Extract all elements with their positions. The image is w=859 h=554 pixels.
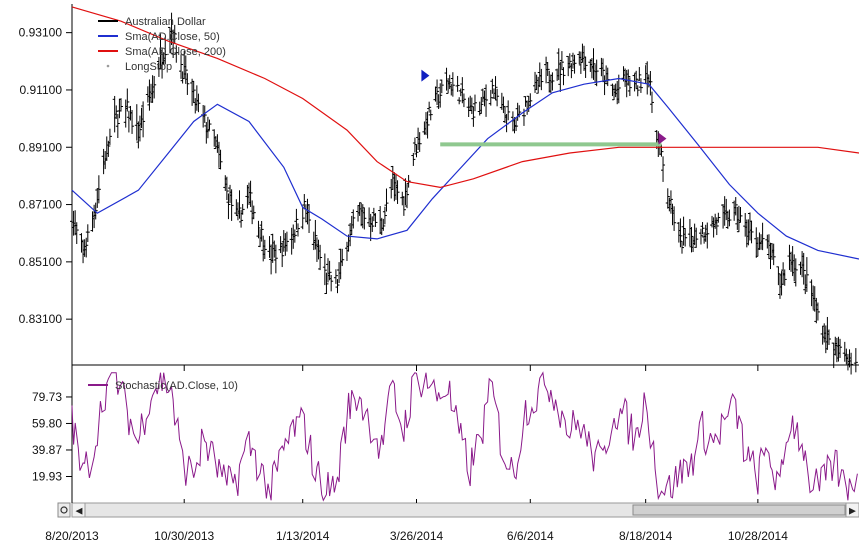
scrollbar-thumb[interactable] xyxy=(632,504,846,516)
x-tick-label: 10/30/2013 xyxy=(154,529,214,543)
price-y-tick-label: 0.89100 xyxy=(19,140,63,154)
legend-label: LongStop xyxy=(125,61,172,73)
scrollbar-right-button[interactable] xyxy=(845,502,859,518)
legend-label: Sma(AD.Close, 50) xyxy=(125,31,220,43)
reset-view-button[interactable] xyxy=(57,502,71,518)
x-tick-label: 10/28/2014 xyxy=(728,529,788,543)
price-legend: Australian Dollar Sma(AD.Close, 50) Sma(AD… xyxy=(98,16,226,73)
stoch-y-ticks: 19.93 39.87 59.80 79.73 xyxy=(32,390,72,483)
legend-label: Australian Dollar xyxy=(125,16,206,28)
price-y-tick-label: 0.83100 xyxy=(19,312,63,326)
stoch-y-tick-label: 39.87 xyxy=(32,443,62,457)
price-y-tick-label: 0.93100 xyxy=(19,26,63,40)
x-tick-label: 8/20/2013 xyxy=(45,529,99,543)
stoch-y-tick-label: 59.80 xyxy=(32,416,62,430)
sma200-line xyxy=(71,6,859,189)
price-y-tick-label: 0.85100 xyxy=(19,255,63,269)
price-plot-area xyxy=(70,6,859,375)
price-y-ticks: 0.83100 0.85100 0.87100 0.89100 0.91100 0.931… xyxy=(19,26,72,326)
stoch-plot-area xyxy=(71,371,858,502)
legend-label: Sma(AD.Close, 200) xyxy=(125,46,226,58)
x-tick-label: 1/13/2014 xyxy=(276,529,330,543)
exit-marker-icon xyxy=(658,132,667,145)
stoch-y-tick-label: 19.93 xyxy=(32,469,62,483)
stoch-legend: Stochastic(AD.Close, 10) xyxy=(88,380,238,392)
x-tick-label: 8/18/2014 xyxy=(619,529,673,543)
stoch-y-tick-label: 79.73 xyxy=(32,390,62,404)
price-y-tick-label: 0.87100 xyxy=(19,198,63,212)
horizontal-scrollbar[interactable]: ◀ ▶ xyxy=(57,502,859,518)
scroll-right-arrow-icon: ▶ xyxy=(849,506,856,516)
legend-swatch xyxy=(106,64,110,68)
reset-view-icon xyxy=(60,506,68,514)
x-tick-label: 3/26/2014 xyxy=(390,529,444,543)
x-tick-label: 6/6/2014 xyxy=(507,529,554,543)
entry-marker-icon xyxy=(421,69,430,82)
scrollbar-left-button[interactable] xyxy=(71,502,86,518)
price-y-tick-label: 0.91100 xyxy=(20,83,63,97)
scroll-left-arrow-icon: ◀ xyxy=(76,506,83,516)
legend-label: Stochastic(AD.Close, 10) xyxy=(115,380,238,392)
date-x-ticks: 8/20/2013 10/30/2013 1/13/2014 3/26/2014 6/6… xyxy=(45,365,788,543)
stochastic-line xyxy=(71,371,858,502)
